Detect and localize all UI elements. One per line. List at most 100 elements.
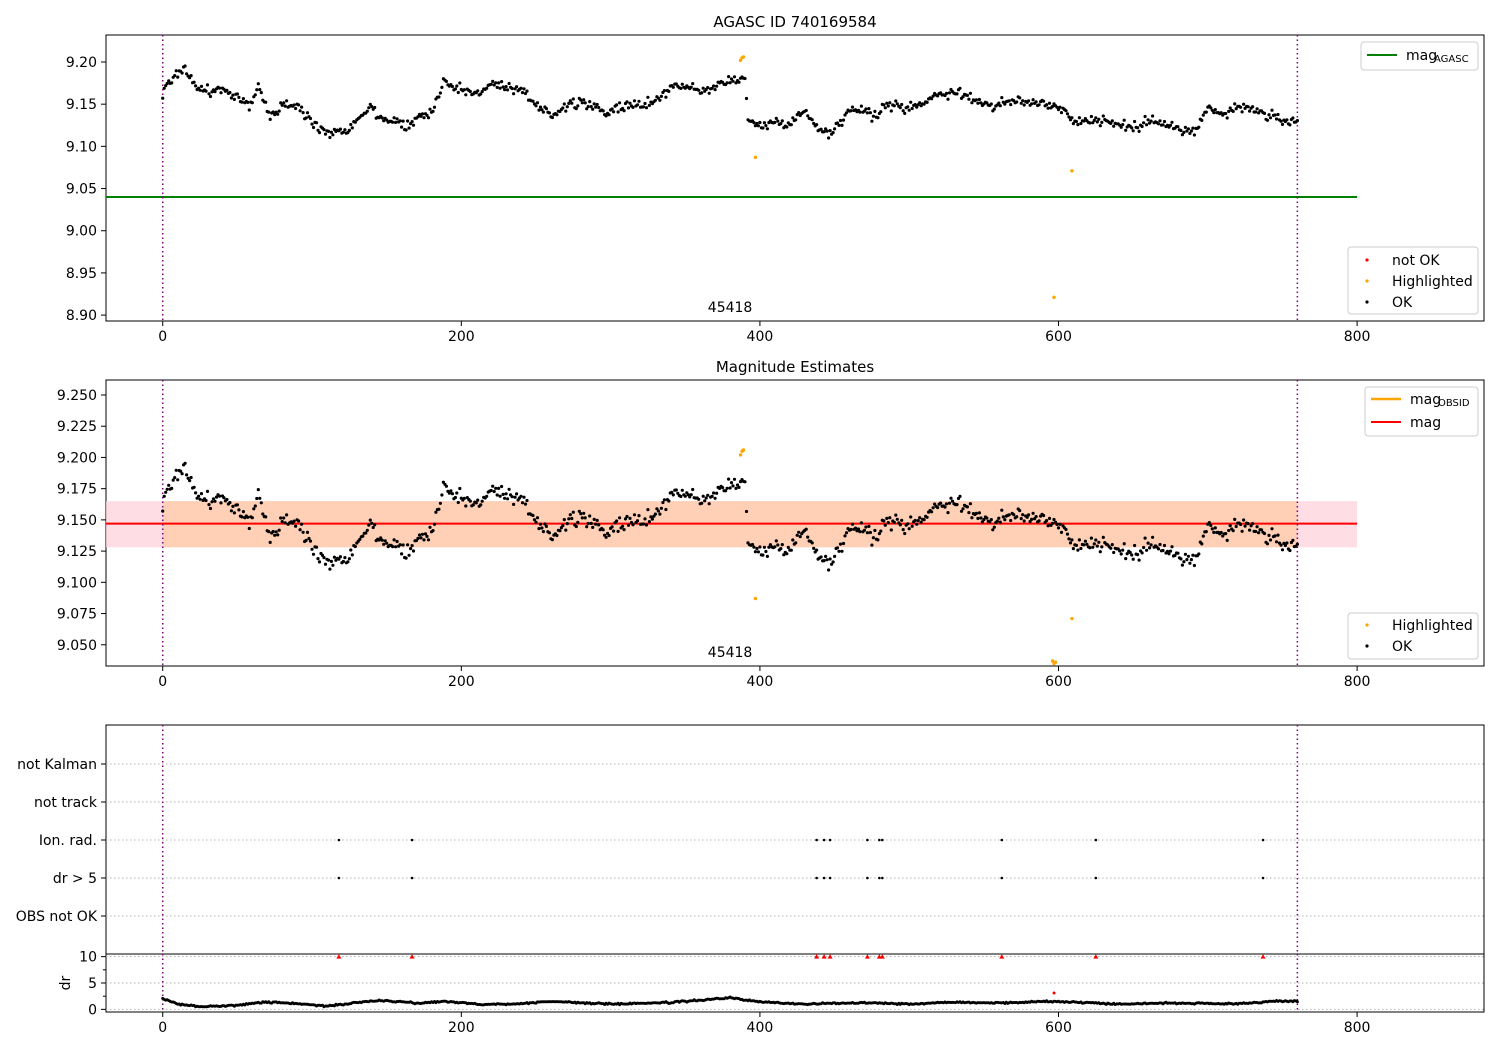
ok-point bbox=[827, 136, 831, 140]
ok-point bbox=[1019, 517, 1023, 521]
ok-point bbox=[1191, 553, 1195, 557]
ok-point bbox=[1128, 550, 1132, 555]
ok-point bbox=[946, 510, 950, 515]
ok-point bbox=[392, 538, 396, 542]
ok-point bbox=[550, 538, 555, 542]
ok-point bbox=[815, 548, 819, 552]
ok-point bbox=[1059, 530, 1064, 535]
ok-point bbox=[622, 528, 626, 532]
ok-point bbox=[189, 475, 193, 480]
ok-point bbox=[859, 104, 864, 108]
ok-point bbox=[161, 509, 165, 513]
ok-point bbox=[997, 516, 1001, 520]
ok-point bbox=[301, 530, 305, 534]
ok-point bbox=[680, 488, 684, 492]
ok-point bbox=[601, 528, 605, 532]
ok-point bbox=[258, 496, 262, 500]
ok-point bbox=[806, 114, 810, 118]
ok-point bbox=[837, 123, 841, 127]
ok-point bbox=[1121, 123, 1125, 127]
ok-point bbox=[174, 468, 178, 472]
ok-point bbox=[323, 562, 328, 566]
ok-point bbox=[394, 545, 398, 549]
ok-point bbox=[833, 554, 837, 559]
ok-point bbox=[329, 559, 333, 564]
ok-point bbox=[1118, 549, 1122, 553]
ok-point bbox=[198, 88, 202, 92]
ok-point bbox=[588, 514, 592, 518]
ok-point bbox=[910, 524, 914, 528]
ok-point bbox=[534, 520, 538, 524]
ok-point bbox=[547, 531, 552, 535]
panel4-red-point bbox=[1052, 991, 1056, 995]
ok-point bbox=[1182, 560, 1186, 564]
ok-point bbox=[567, 101, 571, 105]
ok-point bbox=[1254, 110, 1258, 114]
ok-point bbox=[497, 486, 501, 490]
ok-point bbox=[635, 519, 640, 523]
ok-point bbox=[850, 522, 855, 526]
ok-point bbox=[503, 496, 507, 500]
ok-point bbox=[440, 493, 444, 497]
ok-point bbox=[1018, 509, 1022, 513]
ok-point bbox=[228, 501, 232, 505]
ok-point bbox=[1101, 535, 1105, 540]
ok-point bbox=[485, 86, 489, 90]
ok-point bbox=[758, 120, 762, 125]
panel2-legend-obsid-label: mag bbox=[1410, 392, 1441, 408]
ok-point bbox=[1268, 538, 1273, 542]
ok-point bbox=[523, 502, 528, 506]
ok-point bbox=[886, 521, 890, 525]
ok-point bbox=[701, 86, 705, 90]
ok-point bbox=[689, 85, 693, 89]
ok-point bbox=[743, 480, 747, 484]
ok-point bbox=[616, 110, 620, 114]
ok-point bbox=[1022, 519, 1026, 523]
ok-point bbox=[353, 544, 357, 549]
panel1-highlighted-point bbox=[741, 55, 746, 59]
panel2-ytick-label: 9.250 bbox=[57, 388, 97, 404]
ok-point bbox=[1076, 548, 1080, 552]
ok-point bbox=[889, 109, 893, 113]
ok-point bbox=[437, 507, 441, 511]
ok-point bbox=[858, 110, 862, 114]
ok-point bbox=[758, 545, 762, 549]
ok-point bbox=[237, 95, 241, 99]
ok-point bbox=[968, 91, 973, 95]
ok-point bbox=[1143, 536, 1147, 540]
ok-point bbox=[544, 107, 549, 111]
ok-point bbox=[419, 114, 423, 118]
ok-point bbox=[1179, 557, 1183, 561]
ok-point bbox=[1188, 561, 1192, 565]
ok-point bbox=[913, 518, 917, 523]
ok-point bbox=[1283, 543, 1287, 548]
ok-point bbox=[885, 516, 889, 521]
ok-point bbox=[895, 102, 899, 106]
ok-point bbox=[1089, 114, 1093, 119]
ok-point bbox=[725, 81, 729, 85]
ok-point bbox=[253, 93, 257, 97]
panel3-ytick-label: not track bbox=[34, 795, 98, 811]
ok-point bbox=[297, 519, 301, 523]
ok-point bbox=[468, 89, 472, 94]
ok-point bbox=[1268, 116, 1273, 120]
panel4-xtick-label: 0 bbox=[158, 1020, 167, 1036]
ok-point bbox=[277, 528, 281, 532]
ok-point bbox=[479, 92, 483, 96]
ok-point bbox=[510, 495, 514, 499]
ok-point bbox=[491, 79, 495, 83]
ok-point bbox=[725, 486, 729, 490]
ok-point bbox=[773, 545, 777, 549]
ok-point bbox=[492, 489, 496, 494]
ok-point bbox=[297, 103, 301, 107]
ok-point bbox=[922, 518, 926, 522]
ok-point bbox=[179, 469, 183, 473]
ok-point bbox=[1056, 526, 1061, 530]
dr-point bbox=[1295, 1000, 1299, 1004]
ok-point bbox=[1064, 527, 1068, 532]
ok-point bbox=[185, 473, 189, 477]
ok-point bbox=[267, 110, 271, 114]
ok-point bbox=[959, 509, 964, 513]
ok-point bbox=[432, 105, 437, 109]
panel2-ok-points bbox=[161, 461, 1299, 572]
